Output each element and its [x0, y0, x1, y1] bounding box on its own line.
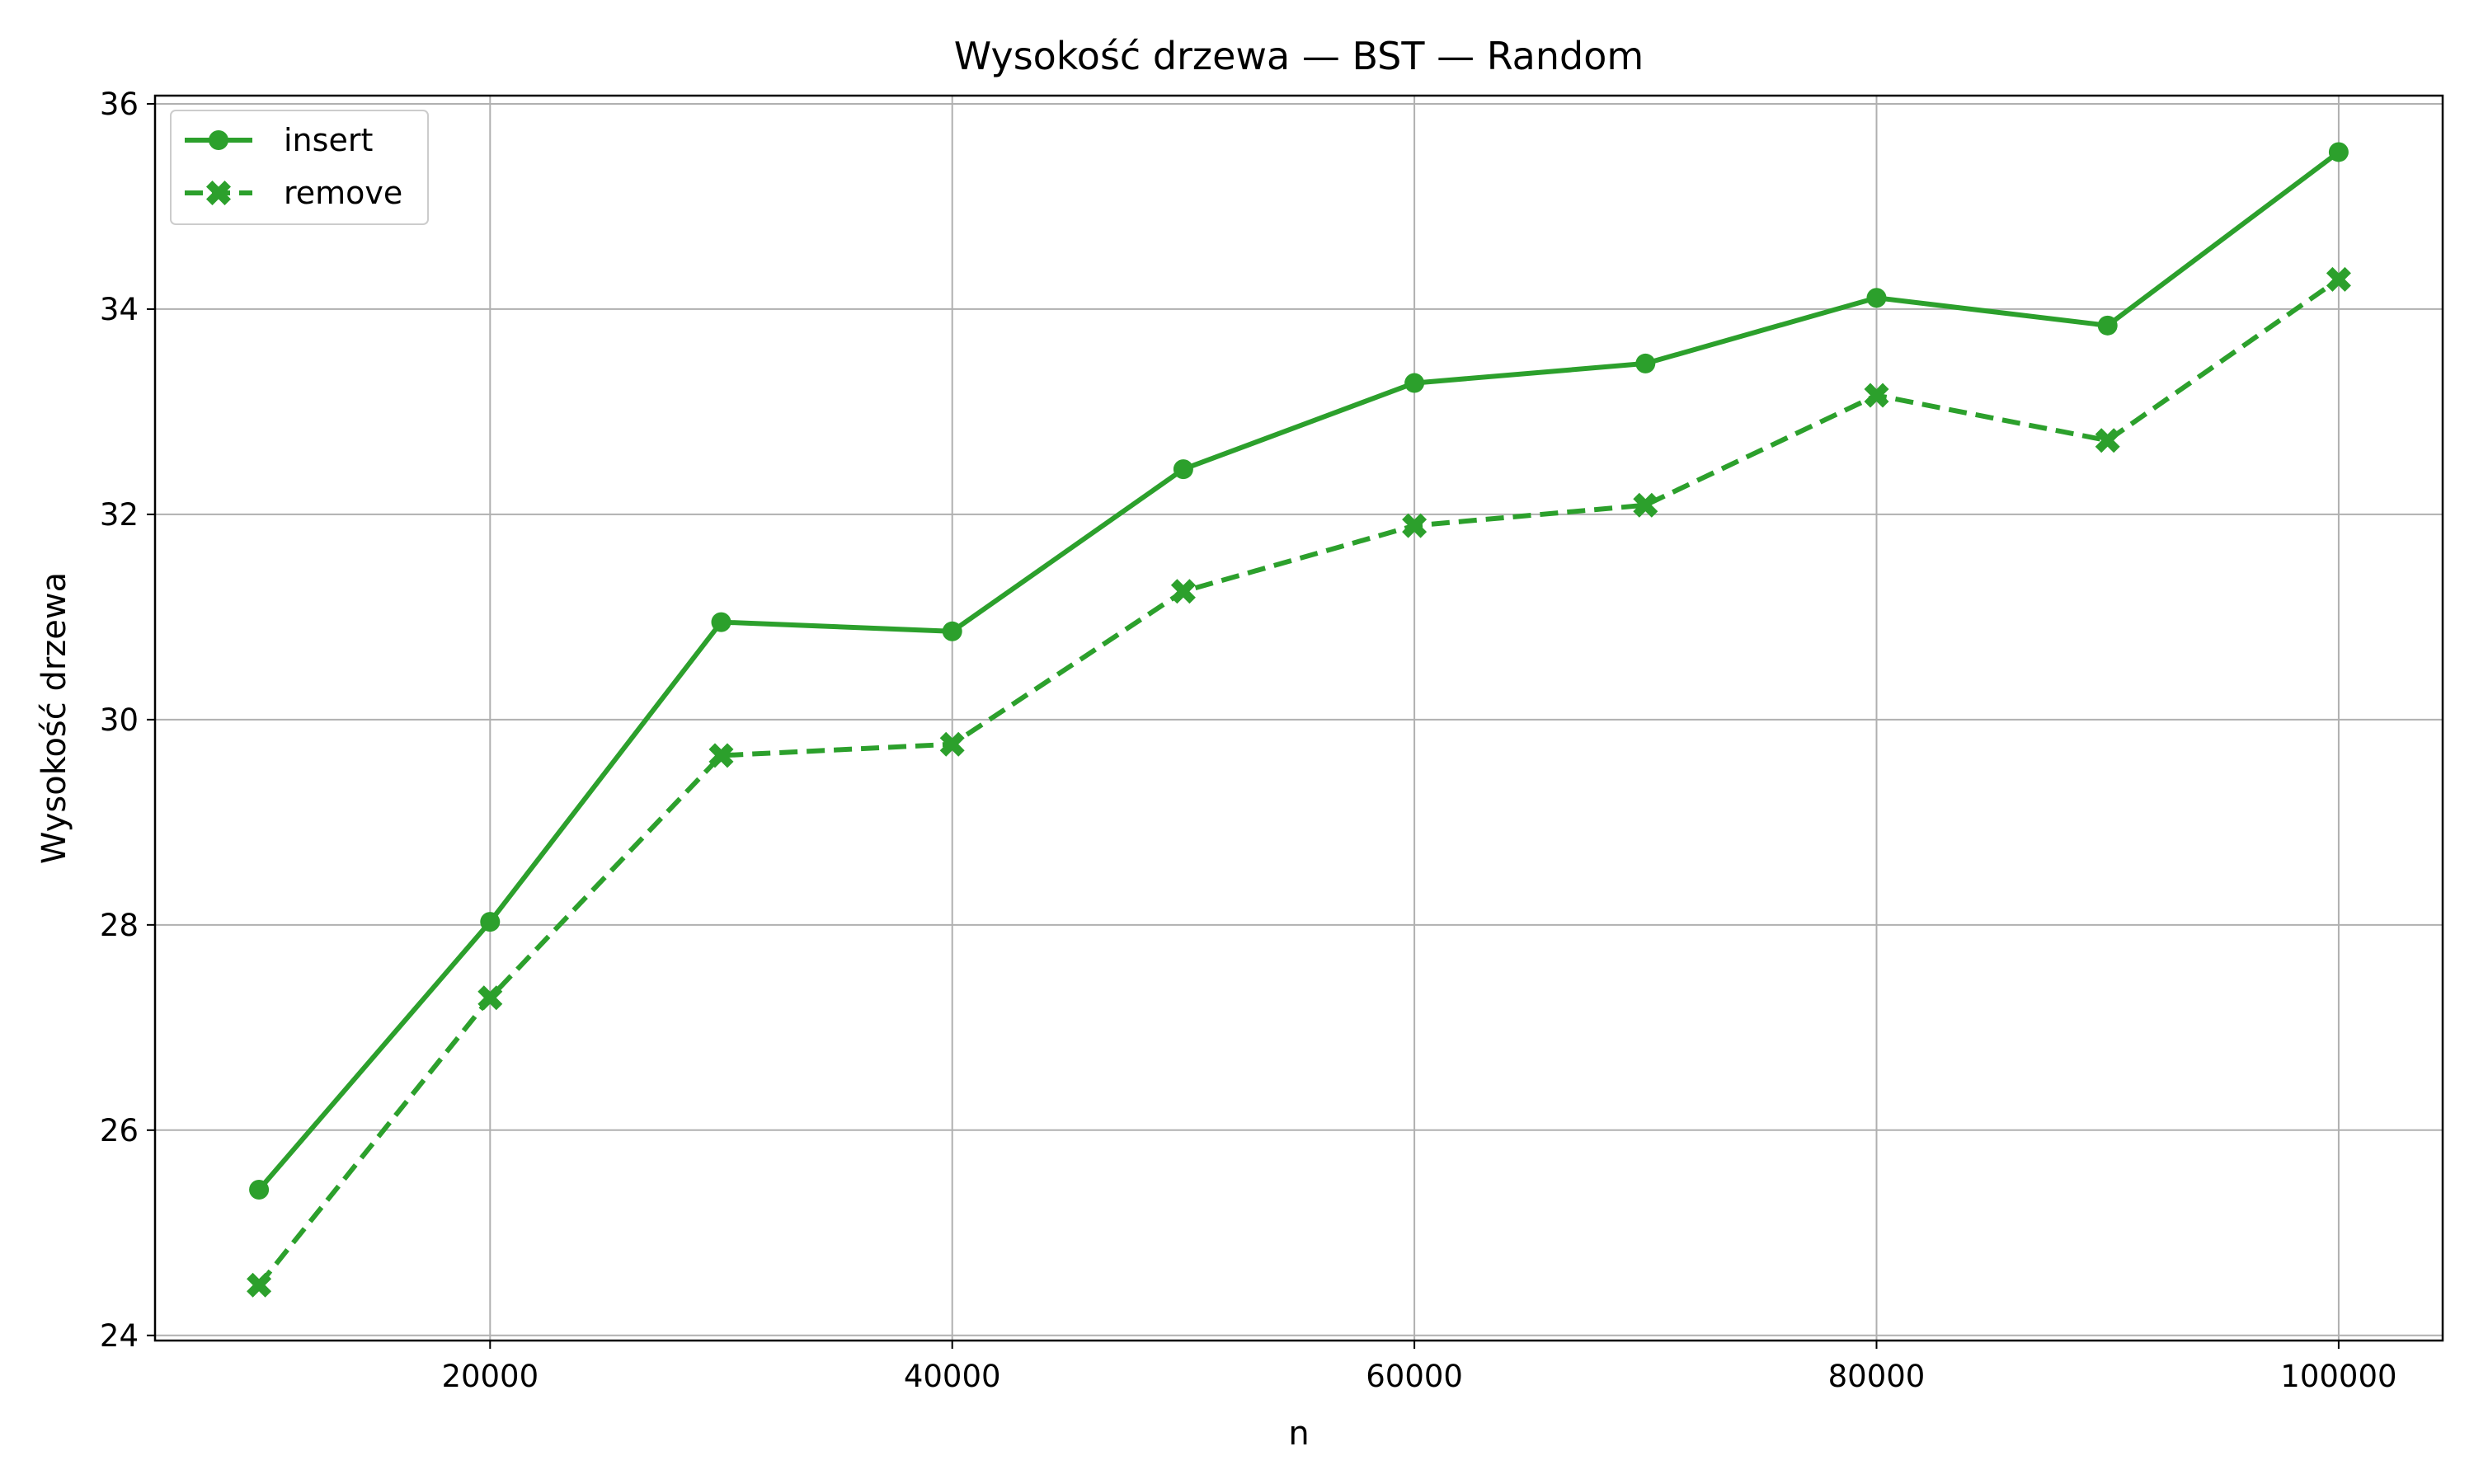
x-tick-label: 80000 [1828, 1359, 1926, 1394]
x-tick-label: 20000 [441, 1359, 539, 1394]
data-point-remove [1633, 492, 1658, 518]
y-tick-label: 26 [100, 1113, 139, 1148]
data-point-remove [2326, 266, 2351, 292]
data-point-remove [1402, 513, 1427, 538]
legend: insert remove [170, 110, 429, 225]
y-tick-label: 28 [100, 908, 139, 943]
data-point-remove [247, 1272, 272, 1298]
data-point-remove [708, 743, 734, 768]
y-tick-label: 24 [100, 1318, 139, 1354]
data-point-insert [1635, 353, 1656, 373]
y-tick-label: 30 [100, 702, 139, 738]
data-point-insert [711, 612, 731, 632]
series-line-insert [256, 149, 2341, 1192]
data-point-insert [1866, 288, 1887, 308]
legend-marker-remove [206, 181, 231, 205]
series-layer [247, 142, 2351, 1298]
legend-marker-insert [209, 130, 228, 150]
chart-title: Wysokość drzewa — BST — Random [954, 34, 1644, 78]
legend-label-remove: remove [284, 175, 402, 211]
data-point-insert [942, 621, 962, 641]
y-tick-label: 36 [100, 87, 139, 122]
legend-label-insert: insert [284, 122, 373, 158]
x-axis: 20000 40000 60000 80000 100000 [441, 1341, 2397, 1394]
y-axis: 24 26 28 30 32 34 36 [100, 87, 155, 1354]
plot-frame [153, 94, 2444, 1342]
data-point-remove [1170, 579, 1196, 604]
data-point-insert [249, 1180, 270, 1200]
data-point-remove [1864, 383, 1889, 408]
data-point-insert [2097, 315, 2118, 336]
x-tick-label: 60000 [1366, 1359, 1463, 1394]
x-axis-label: n [1288, 1415, 1309, 1453]
data-point-remove [2095, 428, 2120, 453]
x-tick-label: 40000 [904, 1359, 1001, 1394]
data-point-insert [480, 912, 501, 932]
data-point-insert [1404, 373, 1425, 393]
x-tick-label: 100000 [2280, 1359, 2396, 1394]
y-tick-label: 34 [100, 292, 139, 327]
y-tick-label: 32 [100, 497, 139, 533]
data-point-insert [1173, 459, 1193, 480]
series-line-remove [256, 277, 2340, 1287]
grid [155, 96, 2443, 1341]
data-point-remove [477, 985, 503, 1011]
data-point-insert [2328, 142, 2349, 162]
y-axis-label: Wysokość drzewa [35, 572, 73, 864]
data-point-remove [939, 731, 965, 757]
